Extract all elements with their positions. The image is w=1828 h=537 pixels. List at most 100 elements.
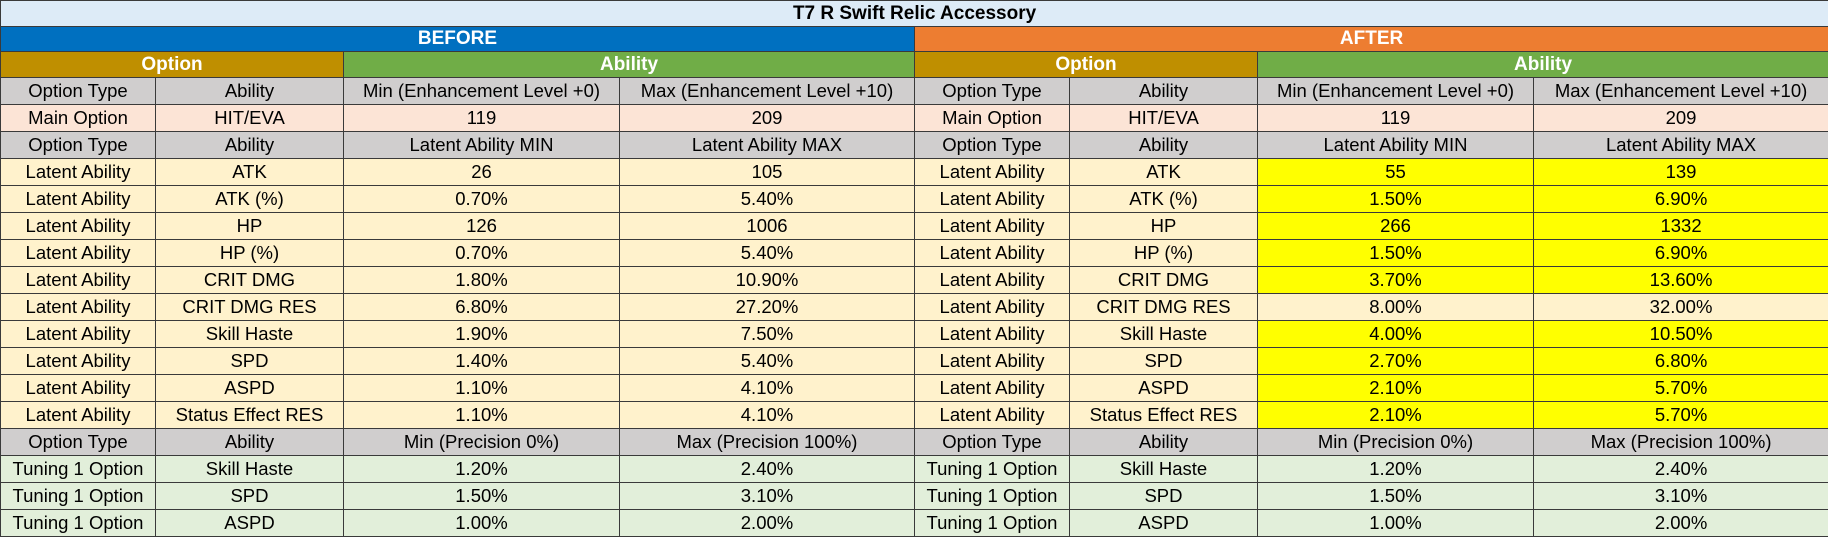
column-header-cell: Max (Enhancement Level +10): [620, 78, 915, 105]
column-header-cell: Min (Enhancement Level +0): [344, 78, 620, 105]
table-cell: 6.80%: [1534, 348, 1828, 375]
table-cell: 2.00%: [1534, 510, 1828, 537]
table-cell: 209: [620, 105, 915, 132]
table-cell: 26: [344, 159, 620, 186]
column-header-cell: Ability: [1070, 78, 1258, 105]
column-header-cell: Min (Precision 0%): [1258, 429, 1534, 456]
table-cell: 119: [344, 105, 620, 132]
table-cell: Status Effect RES: [1070, 402, 1258, 429]
column-header-cell: Option Type: [1, 132, 156, 159]
table-cell: Latent Ability: [915, 159, 1070, 186]
table-cell: 4.00%: [1258, 321, 1534, 348]
table-cell: 2.70%: [1258, 348, 1534, 375]
table-cell: 0.70%: [344, 240, 620, 267]
table-cell: 6.90%: [1534, 186, 1828, 213]
table-cell: ATK: [1070, 159, 1258, 186]
table-cell: Tuning 1 Option: [1, 483, 156, 510]
table-cell: 0.70%: [344, 186, 620, 213]
table-cell: Latent Ability: [1, 240, 156, 267]
table-cell: 55: [1258, 159, 1534, 186]
table-cell: 32.00%: [1534, 294, 1828, 321]
table-title: T7 R Swift Relic Accessory: [1, 1, 1828, 27]
table-cell: CRIT DMG: [156, 267, 344, 294]
table-cell: 2.10%: [1258, 375, 1534, 402]
table-cell: 266: [1258, 213, 1534, 240]
table-cell: 1.80%: [344, 267, 620, 294]
table-cell: 1.90%: [344, 321, 620, 348]
column-header-cell: Max (Precision 100%): [620, 429, 915, 456]
column-header-cell: Latent Ability MIN: [1258, 132, 1534, 159]
table-cell: 10.90%: [620, 267, 915, 294]
table-cell: Latent Ability: [1, 213, 156, 240]
group-row: Option Ability Option Ability: [1, 52, 1828, 78]
table-cell: 1.50%: [344, 483, 620, 510]
table-cell: ASPD: [156, 510, 344, 537]
table-cell: Latent Ability: [1, 321, 156, 348]
before-ability-group: Ability: [344, 52, 915, 78]
table-cell: 139: [1534, 159, 1828, 186]
table-cell: 4.10%: [620, 375, 915, 402]
table-cell: Latent Ability: [915, 321, 1070, 348]
table-cell: Latent Ability: [915, 402, 1070, 429]
table-cell: 2.40%: [1534, 456, 1828, 483]
column-header-cell: Max (Precision 100%): [1534, 429, 1828, 456]
table-cell: 1.10%: [344, 375, 620, 402]
section-row: BEFORE AFTER: [1, 27, 1828, 52]
table-cell: Tuning 1 Option: [915, 510, 1070, 537]
table-cell: ATK (%): [1070, 186, 1258, 213]
table-cell: 2.10%: [1258, 402, 1534, 429]
table-cell: ATK (%): [156, 186, 344, 213]
column-header-cell: Latent Ability MAX: [1534, 132, 1828, 159]
column-header-cell: Min (Precision 0%): [344, 429, 620, 456]
before-option-group: Option: [1, 52, 344, 78]
table-cell: 5.70%: [1534, 375, 1828, 402]
table-cell: 209: [1534, 105, 1828, 132]
table-cell: 5.40%: [620, 348, 915, 375]
column-header-cell: Ability: [156, 78, 344, 105]
table-cell: 105: [620, 159, 915, 186]
table-cell: 6.80%: [344, 294, 620, 321]
table-cell: Latent Ability: [1, 186, 156, 213]
column-header-cell: Latent Ability MIN: [344, 132, 620, 159]
table-cell: 5.40%: [620, 240, 915, 267]
column-header-cell: Min (Enhancement Level +0): [1258, 78, 1534, 105]
table-cell: 5.70%: [1534, 402, 1828, 429]
table-cell: SPD: [1070, 483, 1258, 510]
table-cell: HP: [156, 213, 344, 240]
table-cell: CRIT DMG RES: [156, 294, 344, 321]
table-cell: 1.50%: [1258, 483, 1534, 510]
table-cell: Latent Ability: [1, 348, 156, 375]
table-cell: Latent Ability: [915, 267, 1070, 294]
column-header-cell: Ability: [1070, 132, 1258, 159]
table-cell: 1.40%: [344, 348, 620, 375]
table-cell: Tuning 1 Option: [1, 510, 156, 537]
table-cell: Skill Haste: [156, 321, 344, 348]
after-option-group: Option: [915, 52, 1258, 78]
column-header-cell: Ability: [156, 132, 344, 159]
table-cell: Latent Ability: [1, 267, 156, 294]
table-cell: 8.00%: [1258, 294, 1534, 321]
table-cell: 1332: [1534, 213, 1828, 240]
table-cell: HIT/EVA: [1070, 105, 1258, 132]
table-cell: CRIT DMG: [1070, 267, 1258, 294]
column-header-cell: Ability: [1070, 429, 1258, 456]
table-cell: 4.10%: [620, 402, 915, 429]
table-cell: 5.40%: [620, 186, 915, 213]
column-header-cell: Max (Enhancement Level +10): [1534, 78, 1828, 105]
table-cell: 1.00%: [344, 510, 620, 537]
table-cell: 1.10%: [344, 402, 620, 429]
table-cell: SPD: [156, 483, 344, 510]
table-cell: CRIT DMG RES: [1070, 294, 1258, 321]
table-cell: Latent Ability: [915, 213, 1070, 240]
table-cell: 10.50%: [1534, 321, 1828, 348]
table-cell: 2.40%: [620, 456, 915, 483]
